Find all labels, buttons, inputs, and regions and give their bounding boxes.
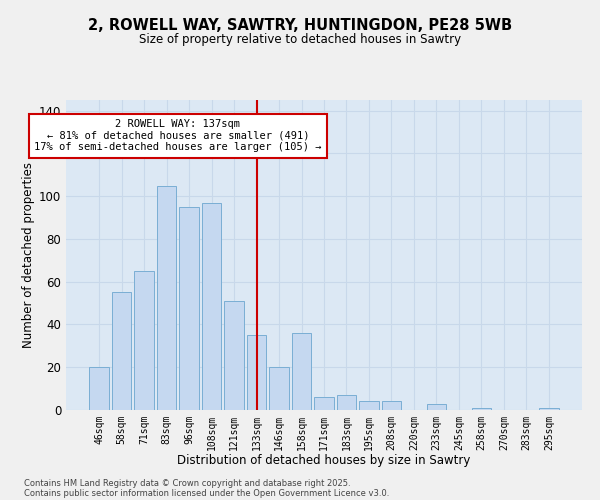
Bar xyxy=(382,402,401,410)
Bar xyxy=(224,301,244,410)
Text: Contains HM Land Registry data © Crown copyright and database right 2025.: Contains HM Land Registry data © Crown c… xyxy=(24,478,350,488)
Bar xyxy=(539,408,559,410)
Bar xyxy=(292,333,311,410)
Bar xyxy=(427,404,446,410)
Text: 2 ROWELL WAY: 137sqm
← 81% of detached houses are smaller (491)
17% of semi-deta: 2 ROWELL WAY: 137sqm ← 81% of detached h… xyxy=(34,119,322,152)
Bar xyxy=(472,408,491,410)
Bar xyxy=(359,402,379,410)
Bar xyxy=(314,397,334,410)
Text: Contains public sector information licensed under the Open Government Licence v3: Contains public sector information licen… xyxy=(24,488,389,498)
Bar xyxy=(157,186,176,410)
X-axis label: Distribution of detached houses by size in Sawtry: Distribution of detached houses by size … xyxy=(178,454,470,468)
Text: Size of property relative to detached houses in Sawtry: Size of property relative to detached ho… xyxy=(139,32,461,46)
Bar xyxy=(179,207,199,410)
Bar xyxy=(337,395,356,410)
Bar xyxy=(202,202,221,410)
Y-axis label: Number of detached properties: Number of detached properties xyxy=(22,162,35,348)
Bar xyxy=(134,271,154,410)
Text: 2, ROWELL WAY, SAWTRY, HUNTINGDON, PE28 5WB: 2, ROWELL WAY, SAWTRY, HUNTINGDON, PE28 … xyxy=(88,18,512,32)
Bar xyxy=(89,367,109,410)
Bar xyxy=(247,335,266,410)
Bar xyxy=(269,367,289,410)
Bar xyxy=(112,292,131,410)
